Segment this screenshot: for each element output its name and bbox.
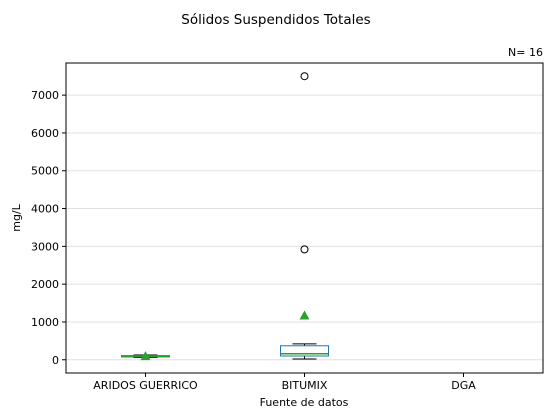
x-tick-label: DGA	[451, 379, 476, 392]
y-tick-label: 6000	[31, 127, 59, 140]
x-tick-label: BITUMIX	[282, 379, 328, 392]
y-tick-label: 4000	[31, 203, 59, 216]
box-iqr	[280, 345, 329, 357]
chart-title: Sólidos Suspendidos Totales	[181, 12, 370, 28]
mean-marker	[299, 310, 310, 320]
sample-count-annotation: N= 16	[508, 46, 543, 59]
plot-marks	[121, 72, 329, 361]
y-tick-label: 5000	[31, 165, 59, 178]
outlier-point	[300, 72, 309, 81]
mean-marker	[140, 351, 151, 361]
y-tick-label: 1000	[31, 316, 59, 329]
y-tick-label: 3000	[31, 240, 59, 253]
outlier-point	[300, 245, 309, 254]
y-axis-label: mg/L	[10, 203, 23, 231]
y-tick-label: 7000	[31, 89, 59, 102]
x-axis-label: Fuente de datos	[260, 396, 349, 409]
x-tick-label: ARIDOS GUERRICO	[93, 379, 198, 392]
x-axis: ARIDOS GUERRICO BITUMIX DGA	[93, 373, 476, 392]
grid-lines	[66, 94, 543, 361]
y-axis: 0 1000 2000 3000 4000 5000 6000 7000	[31, 89, 66, 367]
y-tick-label: 0	[52, 354, 59, 367]
y-tick-label: 2000	[31, 278, 59, 291]
